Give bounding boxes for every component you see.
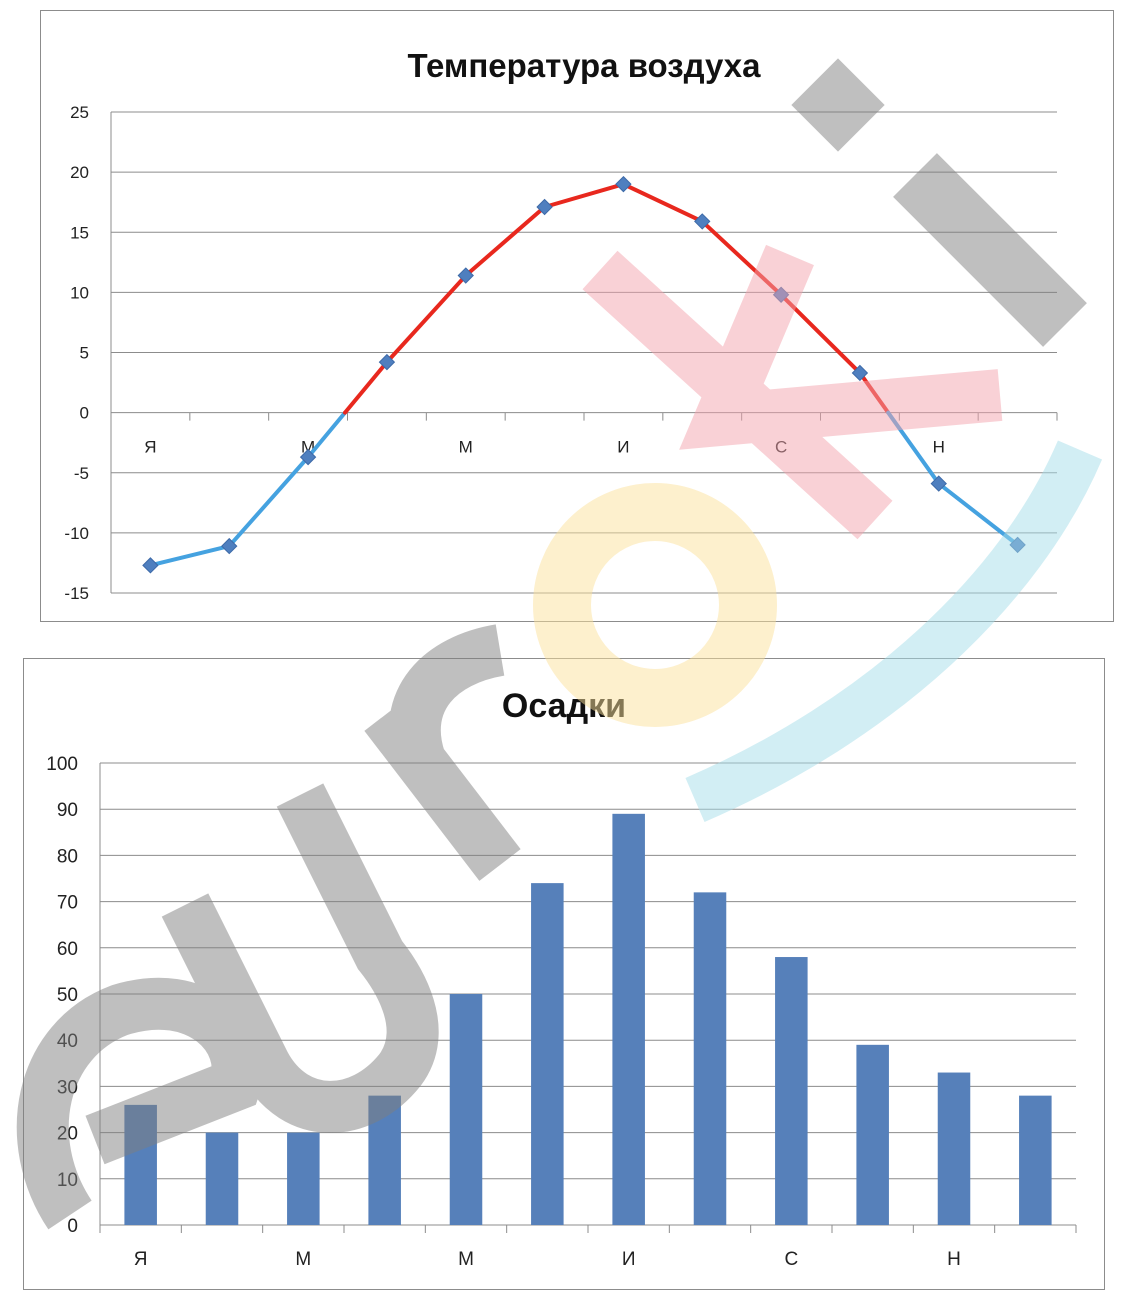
series-line-segment [542,182,626,209]
x-tick-label: И [622,1249,636,1270]
bar [531,883,564,1225]
y-tick-label: 0 [80,404,89,423]
y-tick-label: 20 [70,163,89,182]
y-tick-label: 80 [57,846,78,867]
bar [449,994,483,1225]
x-tick-label: М [458,1249,474,1270]
x-tick-label: Я [134,1249,148,1270]
bar [612,813,645,1225]
y-tick-label: 50 [57,985,78,1006]
y-tick-label: 15 [70,223,89,242]
bar [1019,1095,1052,1225]
series-line-segment [779,292,862,375]
series-line-segment [227,455,311,549]
y-tick-label: 30 [57,1077,78,1098]
series-line-segment [343,360,389,415]
series-line-segment [148,544,232,568]
y-tick-label: 20 [57,1124,78,1145]
data-point [457,267,474,284]
series-line-segment [463,204,547,278]
y-tick-label: 10 [57,1170,78,1191]
x-tick-label: Н [947,1249,961,1270]
y-tick-label: -15 [64,584,89,603]
bar [368,1095,401,1225]
bar [287,1132,320,1225]
x-tick-label: Н [933,438,945,457]
data-point [142,557,159,574]
y-tick-label: 40 [57,1031,78,1052]
series-line-segment [621,182,705,224]
y-tick-label: 25 [70,103,89,122]
data-point [536,198,553,216]
chart-title: Осадки [502,687,626,725]
precipitation-chart-panel: Осадки 100 90 80 70 60 50 40 30 20 10 0 Я М М И С Н [23,658,1105,1290]
bar [693,892,727,1225]
x-tick-label: С [775,438,787,457]
series-line-segment [384,273,468,365]
y-tick-label: 70 [57,893,78,914]
data-point [694,213,711,230]
series-line-segment [306,410,348,460]
bar [124,1104,157,1225]
temperature-chart-panel: Температура воздуха 25 20 15 10 5 0 -5 -10 -15 Я М М… [40,10,1114,622]
y-tick-label: 100 [46,754,78,775]
x-tick-label: М [295,1249,311,1270]
y-tick-label: 10 [70,283,89,302]
x-tick-label: Я [144,438,156,457]
x-tick-label: С [784,1249,798,1270]
y-tick-label: 60 [57,939,78,960]
y-tick-label: 0 [67,1216,78,1237]
bar [205,1132,239,1225]
y-tick-label: -5 [74,464,89,483]
x-tick-label: И [617,438,629,457]
bar [937,1072,971,1225]
y-tick-label: 5 [80,344,89,363]
bar [775,957,808,1225]
data-point [378,353,396,371]
data-point [221,537,238,555]
series-line-segment [936,481,1020,547]
data-point [615,175,632,193]
data-point [299,448,317,466]
y-tick-label: 90 [57,800,78,821]
chart-title: Температура воздуха [407,47,761,84]
series-line-segment [857,370,891,415]
x-tick-label: М [459,438,473,457]
bar [856,1044,889,1225]
y-tick-label: -10 [64,524,89,543]
